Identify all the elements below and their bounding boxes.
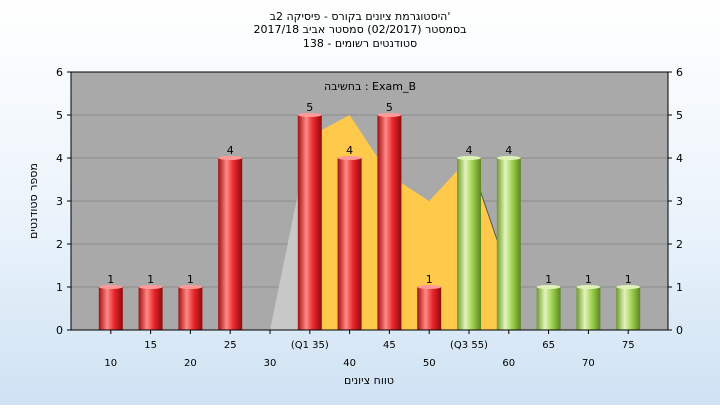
data-labels: 1 1 1 4 5 4 5 1 4 4 1 1 1	[107, 101, 631, 286]
bar-45	[377, 115, 402, 330]
x-tick-label: (Q1 35)	[291, 340, 329, 351]
chart-title-line-2: בסמסטר (02/2017) סמסטר אביב 2017/18	[253, 23, 466, 36]
y-tick-label-right: 0	[676, 324, 683, 337]
bar-25	[218, 158, 243, 330]
chart-title-line-3: סטודנטים רשומים - 138	[303, 37, 417, 50]
data-label: 1	[545, 273, 552, 286]
bar-cap	[218, 156, 243, 160]
bar-cap	[297, 113, 322, 117]
y-tick-label-right: 4	[676, 152, 683, 165]
data-label: 1	[187, 273, 194, 286]
x-tick-label: 60	[502, 358, 515, 369]
y-tick-label-left: 2	[56, 238, 63, 251]
data-label: 4	[466, 144, 473, 157]
x-tick-label: 30	[264, 358, 277, 369]
x-tick-label: 10	[104, 358, 117, 369]
y-tick-label-right: 5	[676, 109, 683, 122]
bar-cap	[457, 156, 481, 160]
bar-50	[417, 287, 442, 330]
x-tick-label: 70	[582, 358, 595, 369]
bar-20	[178, 287, 203, 330]
bar-cap	[178, 285, 203, 289]
bar-cap	[138, 285, 163, 289]
x-tick-label: 75	[622, 340, 635, 351]
data-label: 1	[585, 273, 592, 286]
bar-cap	[417, 285, 442, 289]
bar-40	[337, 158, 362, 330]
x-tick-label: 20	[184, 358, 197, 369]
data-label: 1	[147, 273, 154, 286]
x-tick-label: 40	[343, 358, 356, 369]
chart-annotation: בחשיבה : Exam_B	[324, 80, 416, 93]
bar-cap	[576, 285, 601, 289]
bar-65	[536, 287, 561, 330]
y-tick-label-left: 3	[56, 195, 63, 208]
bar-cap	[377, 113, 402, 117]
bar-cap	[98, 285, 123, 289]
y-tick-label-right: 1	[676, 281, 683, 294]
y-axis-title: מספר סטודנטים	[27, 163, 40, 239]
x-axis-title: טווח ציונים	[344, 374, 394, 387]
y-tick-label-left: 0	[56, 324, 63, 337]
y-tick-label-left: 6	[56, 66, 63, 79]
bar-cap	[536, 285, 561, 289]
bar-cap	[496, 156, 521, 160]
bar-70	[576, 287, 601, 330]
y-tick-label-left: 1	[56, 281, 63, 294]
chart-title-line-1: היסטוגרמת ציונים בקורס - פיסיקה 2ב'	[270, 10, 451, 23]
bar-(Q1 35)	[297, 115, 322, 330]
data-label: 5	[306, 101, 313, 114]
bar-15	[138, 287, 163, 330]
x-tick-label: 45	[383, 340, 396, 351]
bar-10	[98, 287, 123, 330]
data-label: 5	[386, 101, 393, 114]
x-tick-label: 50	[423, 358, 436, 369]
bar-cap	[337, 156, 362, 160]
x-tick-label: 15	[144, 340, 157, 351]
bar-60	[496, 158, 521, 330]
y-tick-label-right: 3	[676, 195, 683, 208]
data-label: 4	[346, 144, 353, 157]
y-tick-label-left: 5	[56, 109, 63, 122]
data-label: 4	[227, 144, 234, 157]
x-tick-label: 65	[542, 340, 555, 351]
chart-title: היסטוגרמת ציונים בקורס - פיסיקה 2ב' בסמס…	[253, 10, 466, 50]
y-tick-label-right: 2	[676, 238, 683, 251]
data-label: 1	[107, 273, 114, 286]
y-tick-label-right: 6	[676, 66, 683, 79]
data-label: 1	[625, 273, 632, 286]
bar-(Q3 55)	[457, 158, 481, 330]
bar-75	[616, 287, 641, 330]
x-tick-label: 25	[224, 340, 237, 351]
bar-cap	[616, 285, 641, 289]
y-tick-label-left: 4	[56, 152, 63, 165]
data-label: 4	[505, 144, 512, 157]
x-tick-label: (Q3 55)	[450, 340, 488, 351]
bar-series	[98, 113, 641, 330]
data-label: 1	[426, 273, 433, 286]
